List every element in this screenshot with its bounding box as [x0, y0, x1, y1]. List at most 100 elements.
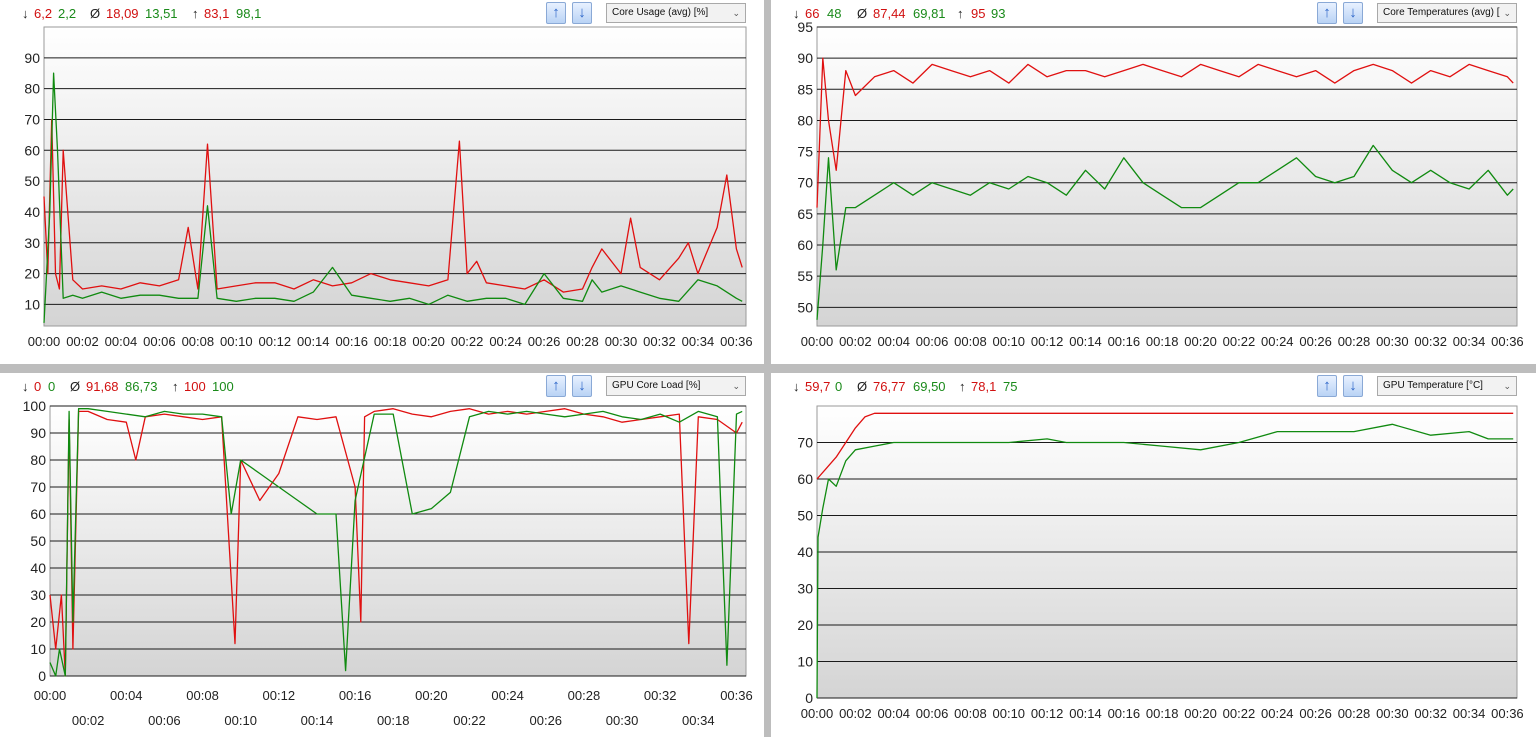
- x-tick-label: 00:34: [1453, 334, 1486, 349]
- x-tick-label: 00:22: [1223, 706, 1256, 721]
- x-tick-label: 00:24: [1261, 334, 1294, 349]
- x-tick-label: 00:28: [1338, 334, 1371, 349]
- x-tick-label: 00:26: [528, 334, 561, 349]
- min-value-red: 6,2: [34, 6, 53, 21]
- y-tick-label: 85: [797, 81, 813, 97]
- avg-value-green: 13,51: [145, 6, 178, 21]
- series-red-line: [49, 408, 743, 677]
- x-tick-label: 00:04: [110, 688, 143, 703]
- avg-value-red: 87,44: [873, 6, 906, 21]
- y-tick-label: 50: [30, 533, 46, 549]
- series-red-line: [816, 57, 1514, 208]
- y-tick-label: 20: [30, 614, 46, 630]
- x-tick-label: 00:14: [1069, 706, 1102, 721]
- move-up-arrow-icon[interactable]: ↑: [546, 375, 566, 397]
- series-green-line: [43, 72, 743, 323]
- x-tick-label: 00:20: [412, 334, 445, 349]
- chevron-down-icon: ⌄: [732, 381, 740, 391]
- series-green-line: [816, 423, 1514, 699]
- y-tick-label: 20: [797, 617, 813, 633]
- x-tick-label: 00:04: [105, 334, 138, 349]
- y-tick-label: 80: [30, 452, 46, 468]
- x-tick-label: 00:24: [1261, 706, 1294, 721]
- y-tick-label: 20: [24, 266, 40, 282]
- x-tick-label: 00:14: [301, 713, 334, 728]
- x-tick-label: 00:36: [720, 688, 753, 703]
- x-tick-label: 00:02: [66, 334, 99, 349]
- x-tick-label: 00:28: [1338, 706, 1371, 721]
- x-tick-label: 00:16: [339, 688, 372, 703]
- x-tick-label: 00:06: [916, 706, 949, 721]
- sensor-select[interactable]: Core Usage (avg) [%] ⌄: [606, 3, 746, 23]
- x-tick-label: 00:28: [566, 334, 599, 349]
- panel-header: ↓ 6,2 2,2 Ø 18,09 13,51 ↑ 83,1 98,1 ↑ ↓ …: [0, 0, 764, 26]
- x-tick-label: 00:24: [489, 334, 522, 349]
- x-tick-label: 00:20: [1184, 334, 1217, 349]
- sensor-select[interactable]: GPU Temperature [°C] ⌄: [1377, 376, 1517, 396]
- x-tick-label: 00:00: [28, 334, 61, 349]
- plot-area: [43, 26, 747, 327]
- x-tick-label: 00:36: [1491, 706, 1524, 721]
- chevron-down-icon: ⌄: [1503, 8, 1511, 18]
- x-tick-label: 00:22: [453, 713, 486, 728]
- chart-panel-gpu-core-load: ↓ 0 0 Ø 91,68 86,73 ↑ 100 100 ↑ ↓ GPU Co…: [0, 373, 764, 737]
- max-value-red: 83,1: [204, 6, 230, 21]
- series-green-line: [816, 144, 1514, 320]
- y-tick-label: 60: [24, 142, 40, 158]
- x-tick-label: 00:12: [1031, 334, 1064, 349]
- x-tick-label: 00:00: [34, 688, 67, 703]
- x-tick-label: 00:12: [1031, 706, 1064, 721]
- chevron-down-icon: ⌄: [732, 8, 740, 18]
- move-up-arrow-icon[interactable]: ↑: [1317, 2, 1337, 24]
- x-tick-label: 00:30: [606, 713, 639, 728]
- x-tick-label: 00:16: [335, 334, 368, 349]
- move-up-arrow-icon[interactable]: ↑: [546, 2, 566, 24]
- y-tick-label: 40: [797, 544, 813, 560]
- x-tick-label: 00:32: [1414, 706, 1447, 721]
- y-tick-label: 100: [23, 398, 47, 414]
- move-up-arrow-icon[interactable]: ↑: [1317, 375, 1337, 397]
- sensor-select-value: GPU Core Load [%]: [612, 380, 701, 391]
- sensor-select-value: Core Temperatures (avg) [: [1383, 7, 1500, 18]
- y-tick-label: 10: [797, 654, 813, 670]
- x-tick-label: 00:10: [220, 334, 253, 349]
- avg-value-green: 69,81: [913, 6, 946, 21]
- x-tick-label: 00:02: [72, 713, 105, 728]
- y-tick-label: 80: [24, 81, 40, 97]
- move-down-arrow-icon[interactable]: ↓: [1343, 2, 1363, 24]
- max-value-red: 100: [184, 379, 206, 394]
- x-tick-label: 00:30: [1376, 334, 1409, 349]
- avg-label: Ø: [857, 379, 868, 394]
- x-tick-label: 00:12: [263, 688, 296, 703]
- y-tick-label: 95: [797, 19, 813, 35]
- x-tick-label: 00:20: [415, 688, 448, 703]
- move-down-arrow-icon[interactable]: ↓: [572, 2, 592, 24]
- max-value-red: 95: [971, 6, 986, 21]
- y-tick-label: 30: [30, 587, 46, 603]
- y-tick-label: 70: [24, 111, 40, 127]
- min-value-red: 59,7: [805, 379, 831, 394]
- series-red-line: [43, 118, 743, 293]
- x-tick-label: 00:26: [530, 713, 563, 728]
- x-tick-label: 00:32: [1414, 334, 1447, 349]
- x-tick-label: 00:14: [1069, 334, 1102, 349]
- y-tick-label: 60: [797, 237, 813, 253]
- min-value-green: 0: [835, 379, 843, 394]
- y-tick-label: 80: [797, 112, 813, 128]
- chevron-down-icon: ⌄: [1503, 381, 1511, 391]
- sensor-select[interactable]: GPU Core Load [%] ⌄: [606, 376, 746, 396]
- x-tick-label: 00:04: [877, 334, 910, 349]
- min-value-red: 0: [34, 379, 42, 394]
- move-down-arrow-icon[interactable]: ↓: [572, 375, 592, 397]
- sensor-select[interactable]: Core Temperatures (avg) [⌄: [1377, 3, 1517, 23]
- max-value-red: 78,1: [971, 379, 997, 394]
- move-down-arrow-icon[interactable]: ↓: [1343, 375, 1363, 397]
- x-tick-label: 00:16: [1108, 706, 1141, 721]
- min-value-green: 48: [827, 6, 842, 21]
- x-tick-label: 00:36: [1491, 334, 1524, 349]
- x-tick-label: 00:18: [1146, 334, 1179, 349]
- y-tick-label: 50: [24, 173, 40, 189]
- y-tick-label: 90: [30, 425, 46, 441]
- max-value-green: 75: [1003, 379, 1018, 394]
- panel-header: ↓ 66 48 Ø 87,44 69,81 ↑ 95 93 ↑ ↓ Core T…: [771, 0, 1536, 26]
